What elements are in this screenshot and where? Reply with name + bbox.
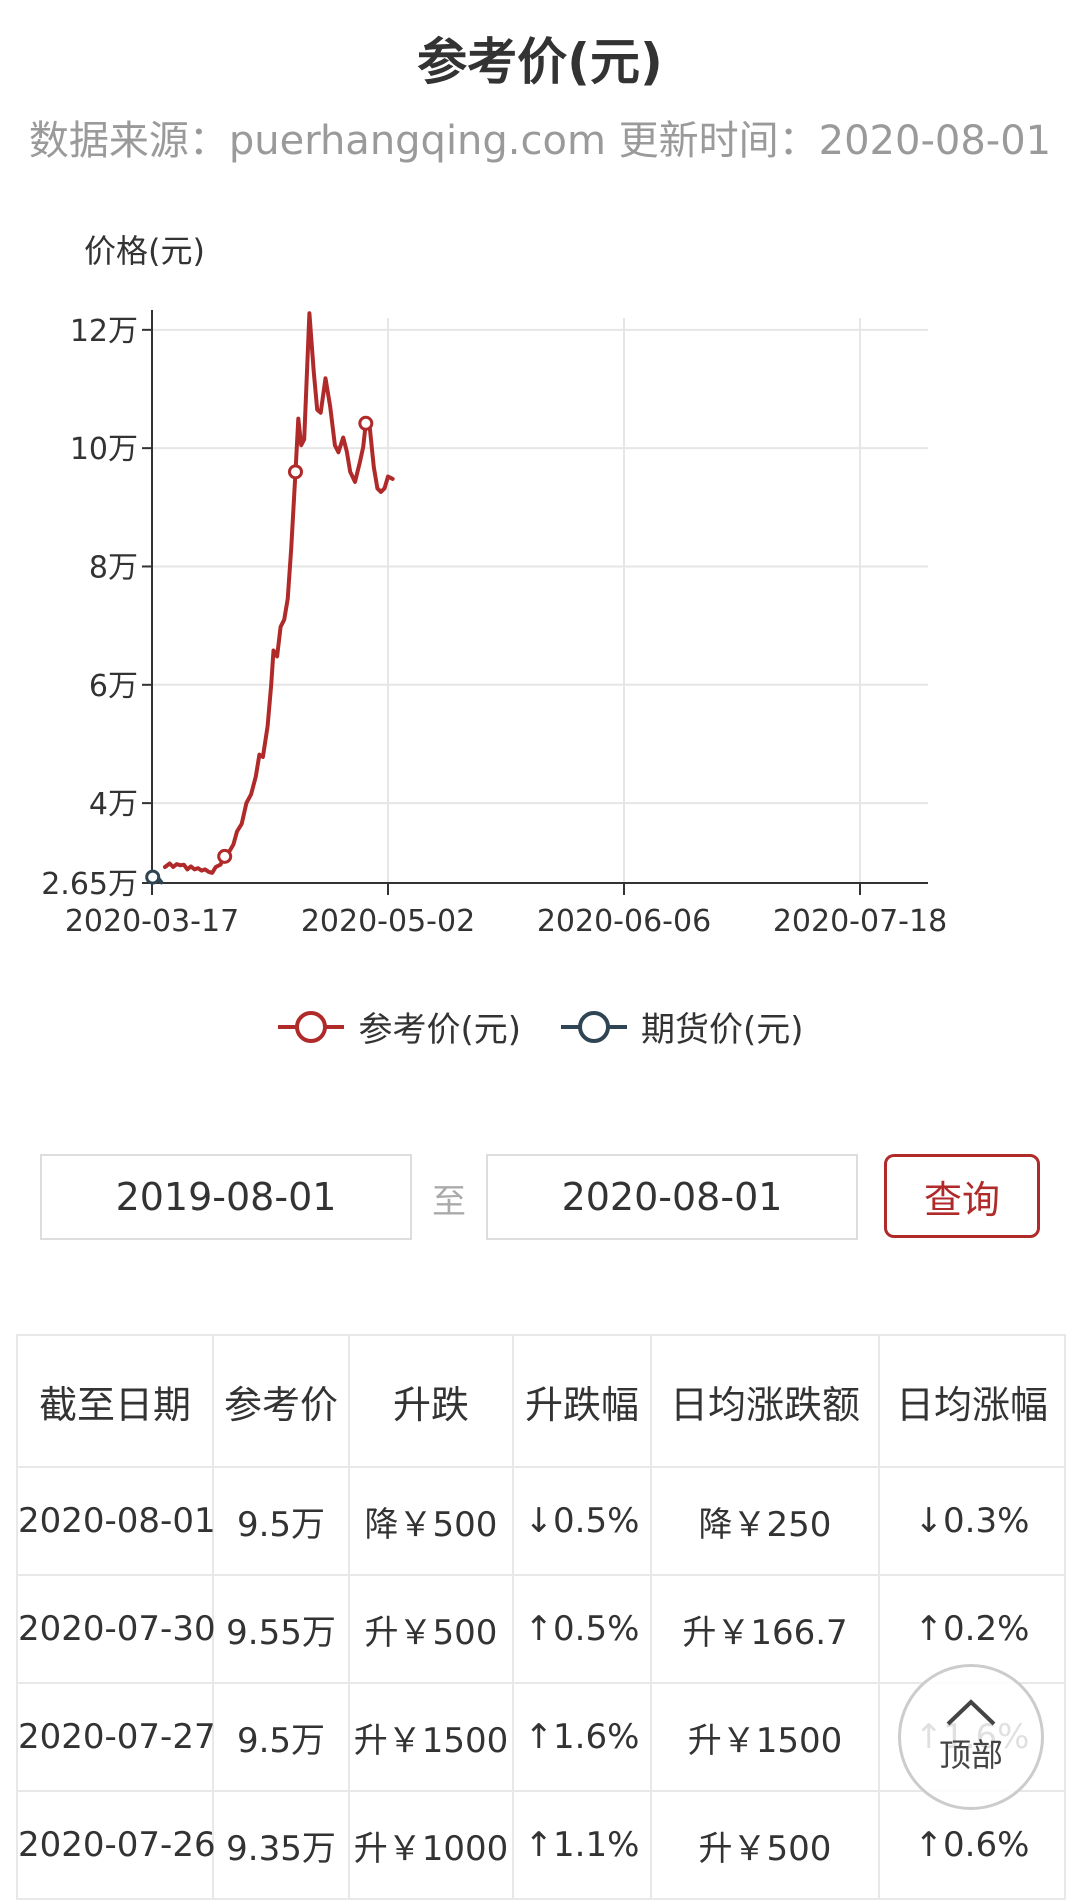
price-line-chart: 价格(元) 2.65万 4万 6万 8万 10万 12万 2020-03-17 2020-05-…	[41, 232, 947, 939]
back-to-top-button[interactable]: 顶部	[898, 1664, 1044, 1810]
y-tick-label: 10万	[70, 432, 138, 467]
legend-item-futures-price[interactable]: 期货价(元)	[559, 1002, 804, 1051]
legend-item-reference-price[interactable]: 参考价(元)	[276, 1002, 521, 1051]
cell-daily-change: 升￥1500	[650, 1682, 880, 1792]
cell-change-pct: ↑0.5%	[512, 1574, 652, 1684]
header-date: 截至日期	[16, 1334, 214, 1468]
y-tick-label: 4万	[89, 787, 138, 822]
header-change-pct: 升跌幅	[512, 1334, 652, 1468]
table-row: 2020-08-01 9.5万 降￥500 ↓0.5% 降￥250 ↓0.3%	[16, 1466, 1066, 1576]
cell-price: 9.55万	[212, 1574, 350, 1684]
end-date-input[interactable]: 2020-08-01	[486, 1154, 858, 1240]
data-point-marker	[287, 464, 303, 480]
query-button[interactable]: 查询	[884, 1154, 1040, 1238]
data-source-subtitle: 数据来源：puerhangqing.com 更新时间：2020-08-01	[28, 118, 1052, 164]
cell-change-pct: ↑1.1%	[512, 1790, 652, 1900]
cell-date: 2020-07-26	[16, 1790, 216, 1900]
legend-marker-reference-icon	[278, 1010, 345, 1043]
header-daily-change: 日均涨跌额	[650, 1334, 880, 1468]
cell-daily-pct: ↓0.3%	[878, 1466, 1066, 1576]
cell-change: 升￥1500	[348, 1682, 514, 1792]
y-tick-label: 2.65万	[41, 867, 138, 902]
cell-change: 升￥1000	[348, 1790, 514, 1900]
header-change: 升跌	[348, 1334, 514, 1468]
start-date-input[interactable]: 2019-08-01	[40, 1154, 412, 1240]
y-tick-label: 12万	[70, 314, 138, 349]
x-tick-label: 2020-05-02	[301, 904, 475, 939]
y-axis-label: 价格(元)	[84, 232, 205, 270]
cell-change: 升￥500	[348, 1574, 514, 1684]
cell-change: 降￥500	[348, 1466, 514, 1576]
cell-daily-change: 降￥250	[650, 1466, 880, 1576]
x-tick-label: 2020-06-06	[537, 904, 711, 939]
y-tick-label: 8万	[89, 550, 138, 585]
table-row: 2020-07-26 9.35万 升￥1000 ↑1.1% 升￥500 ↑0.6…	[16, 1790, 1066, 1900]
cell-daily-change: 升￥166.7	[650, 1574, 880, 1684]
cell-daily-change: 升￥500	[650, 1790, 880, 1900]
legend-label-reference-price: 参考价(元)	[358, 1010, 521, 1050]
cell-change-pct: ↑1.6%	[512, 1682, 652, 1792]
cell-change-pct: ↓0.5%	[512, 1466, 652, 1576]
legend-label-futures-price: 期货价(元)	[641, 1010, 804, 1050]
table-header-row: 截至日期 参考价 升跌 升跌幅 日均涨跌额 日均涨幅	[16, 1334, 1066, 1468]
data-point-marker	[358, 415, 374, 431]
page-title: 参考价(元)	[417, 33, 663, 91]
header-price: 参考价	[212, 1334, 350, 1468]
cell-date: 2020-08-01	[16, 1466, 216, 1576]
data-point-marker	[145, 869, 161, 885]
chevron-up-icon	[946, 1699, 996, 1726]
data-point-marker	[217, 848, 233, 864]
y-tick-label: 6万	[89, 669, 138, 704]
date-range-separator: 至	[432, 1182, 466, 1222]
cell-price: 9.5万	[212, 1466, 350, 1576]
series-line-reference-price	[163, 311, 395, 875]
price-history-table: 截至日期 参考价 升跌 升跌幅 日均涨跌额 日均涨幅 2020-08-01 9.…	[16, 1334, 1066, 1900]
x-tick-label: 2020-07-18	[773, 904, 947, 939]
cell-date: 2020-07-30	[16, 1574, 216, 1684]
header-daily-pct: 日均涨幅	[878, 1334, 1066, 1468]
legend-marker-futures-icon	[561, 1010, 627, 1043]
back-to-top-label: 顶部	[938, 1736, 1003, 1774]
cell-price: 9.5万	[212, 1682, 350, 1792]
chart-legend: 参考价(元) 期货价(元)	[0, 1002, 1080, 1051]
cell-date: 2020-07-27	[16, 1682, 216, 1792]
cell-price: 9.35万	[212, 1790, 350, 1900]
x-tick-label: 2020-03-17	[65, 904, 239, 939]
table-row: 2020-07-30 9.55万 升￥500 ↑0.5% 升￥166.7 ↑0.…	[16, 1574, 1066, 1684]
